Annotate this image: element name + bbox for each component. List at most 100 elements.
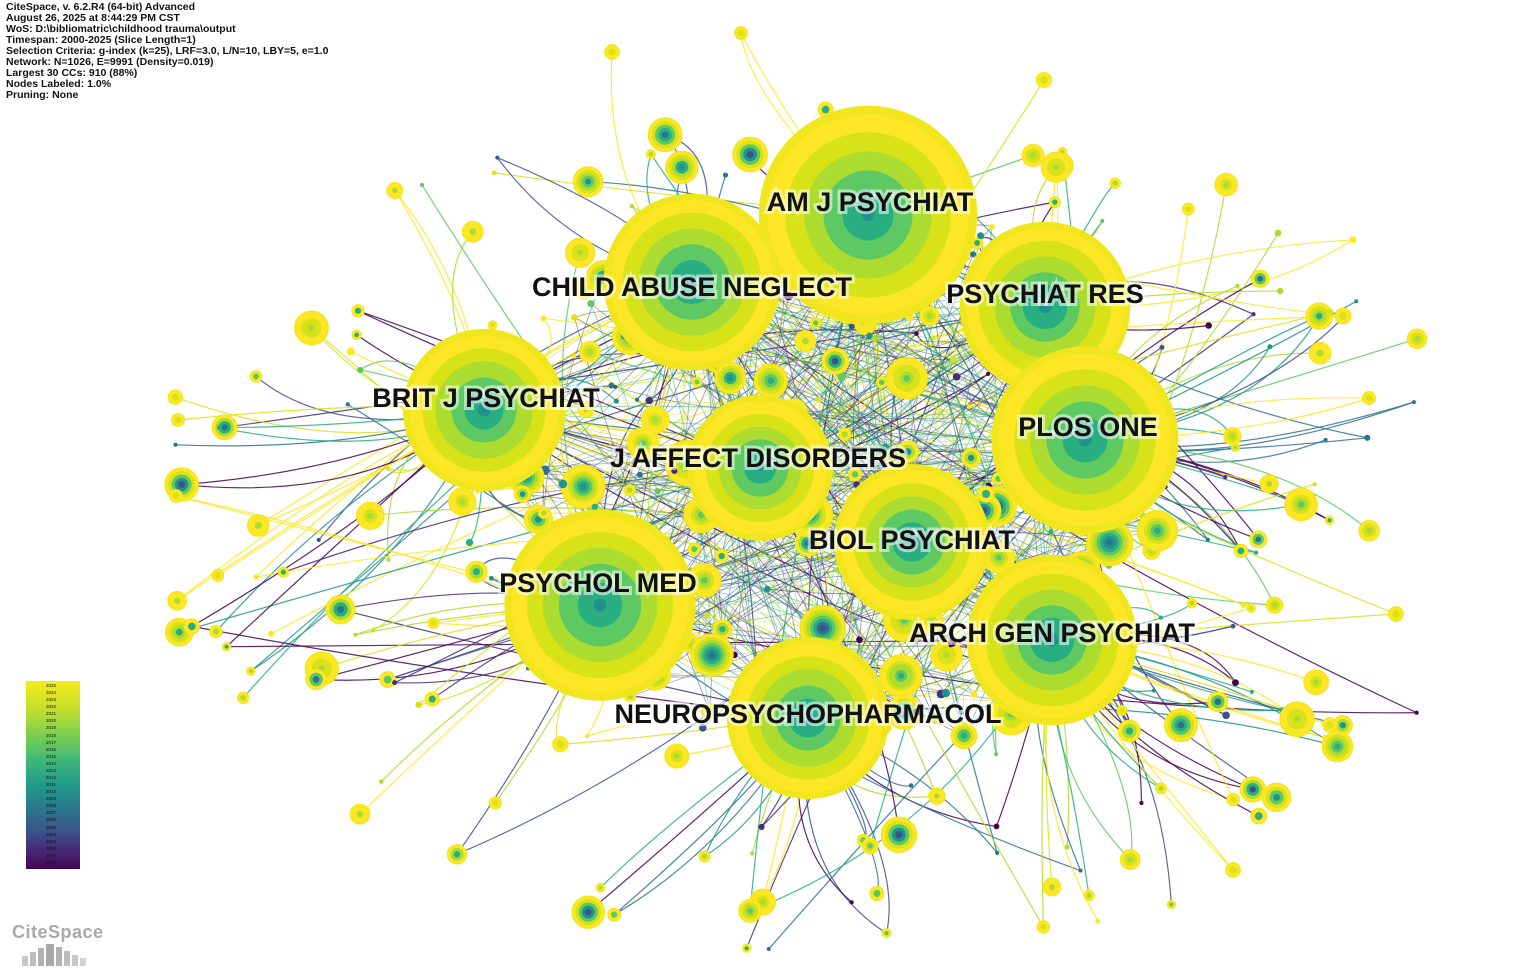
minor-node (604, 44, 620, 60)
minor-node (837, 427, 852, 442)
minor-node (671, 467, 678, 474)
info-line-criteria: Selection Criteria: g-index (k=25), LRF=… (6, 45, 329, 57)
minor-node (571, 895, 606, 929)
minor-node (211, 568, 225, 582)
legend-year-label: 2019 (46, 725, 57, 731)
minor-node (1362, 391, 1376, 405)
minor-node (1155, 782, 1167, 795)
minor-node (886, 694, 922, 730)
minor-node (1388, 606, 1404, 622)
minor-node (446, 844, 468, 865)
minor-node (351, 304, 365, 318)
minor-node (540, 315, 547, 322)
minor-node (866, 332, 873, 339)
minor-node (1042, 877, 1062, 897)
hub-node-j-affect-disorders (687, 395, 833, 541)
minor-node (1406, 328, 1428, 350)
logo-skyline-icon (22, 944, 86, 966)
minor-node (488, 796, 502, 810)
info-line-timespan: Timespan: 2000-2025 (Slice Length=1) (6, 34, 196, 46)
minor-node (571, 353, 577, 359)
minor-node (1251, 269, 1270, 288)
minor-node (941, 688, 951, 698)
legend-year-label: 2004 (46, 831, 57, 837)
minor-node (629, 203, 634, 208)
minor-node (558, 479, 568, 489)
minor-node (316, 537, 321, 543)
minor-node (1323, 437, 1328, 442)
minor-node (1158, 615, 1164, 620)
minor-node (1305, 302, 1333, 330)
minor-node (1166, 899, 1176, 910)
minor-node (837, 373, 846, 382)
minor-node (640, 405, 670, 435)
minor-node (1334, 307, 1352, 325)
minor-node (993, 823, 1000, 830)
minor-node (294, 310, 329, 346)
minor-node (861, 837, 879, 855)
minor-node (952, 373, 961, 381)
minor-node (712, 619, 733, 640)
hub-label-plos-one: PLOS ONE (1018, 412, 1158, 442)
minor-node (714, 362, 747, 395)
minor-node (1267, 344, 1273, 350)
minor-node (325, 594, 356, 625)
minor-node (379, 779, 384, 784)
minor-node (815, 396, 823, 403)
minor-node (1048, 196, 1061, 209)
minor-node (1312, 482, 1317, 487)
legend-year-label: 2006 (46, 817, 57, 823)
minor-node (392, 680, 398, 686)
minor-node (495, 155, 500, 160)
minor-node (1151, 688, 1156, 693)
minor-node (356, 501, 385, 531)
hub-label-child-abuse-neglect: CHILD ABUSE NEGLECT (532, 272, 853, 302)
hub-node-child-abuse-neglect (603, 193, 781, 371)
hub-label-psychiat-res: PSYCHIAT RES (946, 279, 1144, 309)
minor-node (427, 617, 440, 629)
minor-node (809, 317, 822, 329)
minor-node (753, 363, 788, 398)
minor-node (690, 633, 734, 678)
minor-node (386, 181, 404, 200)
citation-edge (456, 541, 913, 855)
minor-node (734, 26, 748, 40)
minor-node (1358, 519, 1380, 542)
minor-node (908, 783, 914, 788)
minor-node (552, 736, 569, 753)
minor-node (635, 397, 640, 402)
minor-node (1159, 344, 1165, 350)
minor-node (701, 702, 719, 720)
minor-node (1119, 849, 1141, 870)
label-layer: AM J PSYCHIAT CHILD ABUSE NEGLECT PSYCHIAT… (369, 184, 1198, 732)
minor-node (1232, 679, 1239, 687)
minor-node (1117, 719, 1141, 743)
year-color-legend: 2025 2024 2023 2022 2021 2020 2019 2018 2017 2016… (26, 681, 80, 869)
minor-node (1116, 705, 1128, 716)
minor-node (950, 722, 978, 750)
minor-node (698, 850, 711, 863)
minor-node (1284, 487, 1318, 522)
minor-node (995, 850, 1000, 855)
minor-node (914, 331, 919, 336)
minor-node (386, 557, 391, 562)
minor-node (1354, 299, 1359, 304)
hub-node-arch-gen-psychiat (966, 554, 1138, 726)
minor-node (1261, 782, 1292, 813)
minor-node (277, 566, 289, 578)
legend-year-label: 2009 (46, 796, 57, 802)
legend-year-label: 2005 (46, 824, 57, 830)
minor-node (268, 630, 275, 637)
minor-node (415, 701, 422, 709)
minor-node (664, 743, 690, 769)
info-line-network: Network: N=1026, E=9991 (Density=0.019) (6, 56, 214, 68)
minor-node (465, 560, 488, 583)
minor-node (1259, 474, 1279, 494)
hub-node-brit-j-psychiat (402, 328, 566, 492)
minor-node (950, 356, 957, 363)
minor-node (1279, 701, 1315, 738)
citation-edge (483, 315, 1344, 411)
legend-year-label: 2008 (46, 803, 57, 809)
minor-node (879, 654, 923, 698)
